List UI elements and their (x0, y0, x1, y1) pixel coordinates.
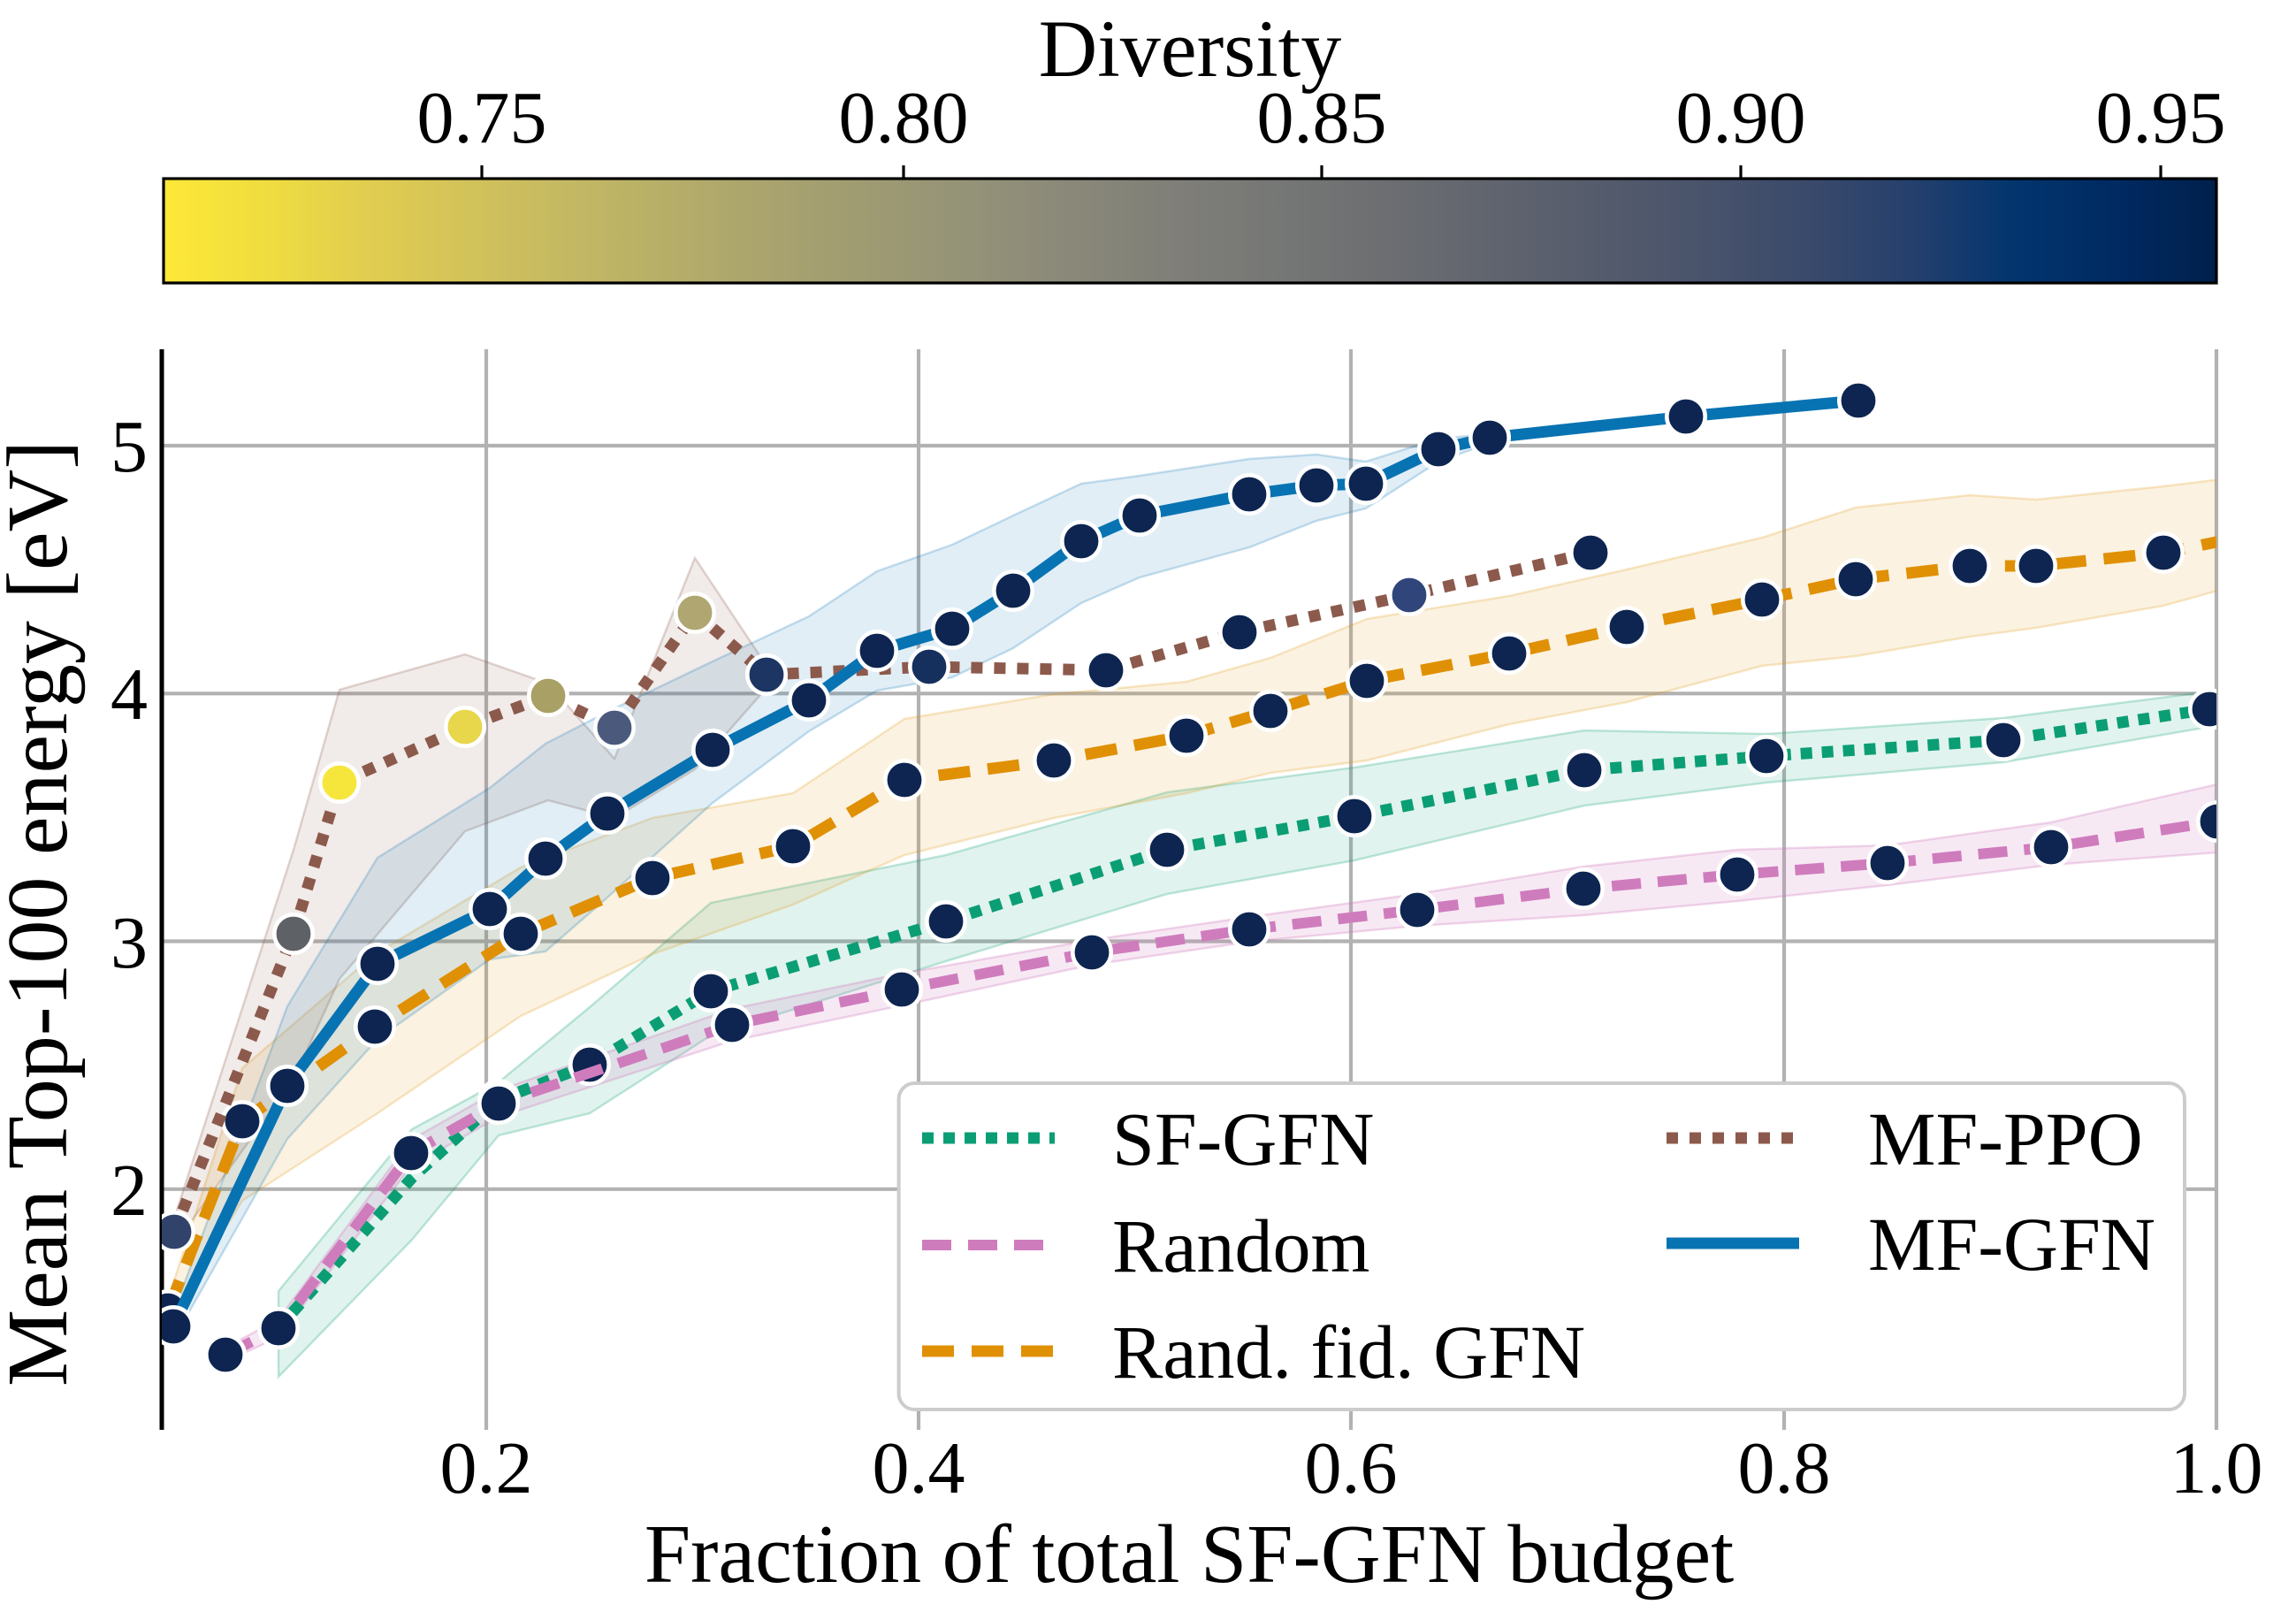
svg-text:0.6: 0.6 (1305, 1427, 1398, 1509)
svg-text:0.90: 0.90 (1676, 77, 1806, 159)
svg-text:0.8: 0.8 (1738, 1427, 1831, 1509)
svg-text:0.85: 0.85 (1257, 77, 1387, 159)
svg-text:2: 2 (111, 1150, 148, 1232)
svg-text:1.0: 1.0 (2170, 1427, 2263, 1509)
svg-text:0.4: 0.4 (873, 1427, 965, 1509)
svg-text:Random: Random (1112, 1203, 1369, 1288)
svg-text:MF-GFN: MF-GFN (1868, 1202, 2155, 1287)
svg-text:0.95: 0.95 (2096, 77, 2226, 159)
svg-text:SF-GFN: SF-GFN (1112, 1096, 1374, 1181)
svg-text:0.75: 0.75 (417, 77, 547, 159)
svg-text:Rand. fid. GFN: Rand. fid. GFN (1112, 1310, 1585, 1394)
svg-text:4: 4 (111, 653, 148, 736)
svg-text:MF-PPO: MF-PPO (1868, 1096, 2143, 1181)
svg-text:0.80: 0.80 (839, 77, 969, 159)
svg-text:0.2: 0.2 (440, 1427, 533, 1509)
svg-text:5: 5 (111, 406, 148, 488)
svg-text:Diversity: Diversity (1039, 4, 1341, 94)
svg-text:Fraction of total SF-GFN budge: Fraction of total SF-GFN budget (645, 1509, 1734, 1601)
svg-text:Mean Top-100 energy [eV]: Mean Top-100 energy [eV] (0, 440, 86, 1387)
svg-text:3: 3 (111, 902, 148, 984)
